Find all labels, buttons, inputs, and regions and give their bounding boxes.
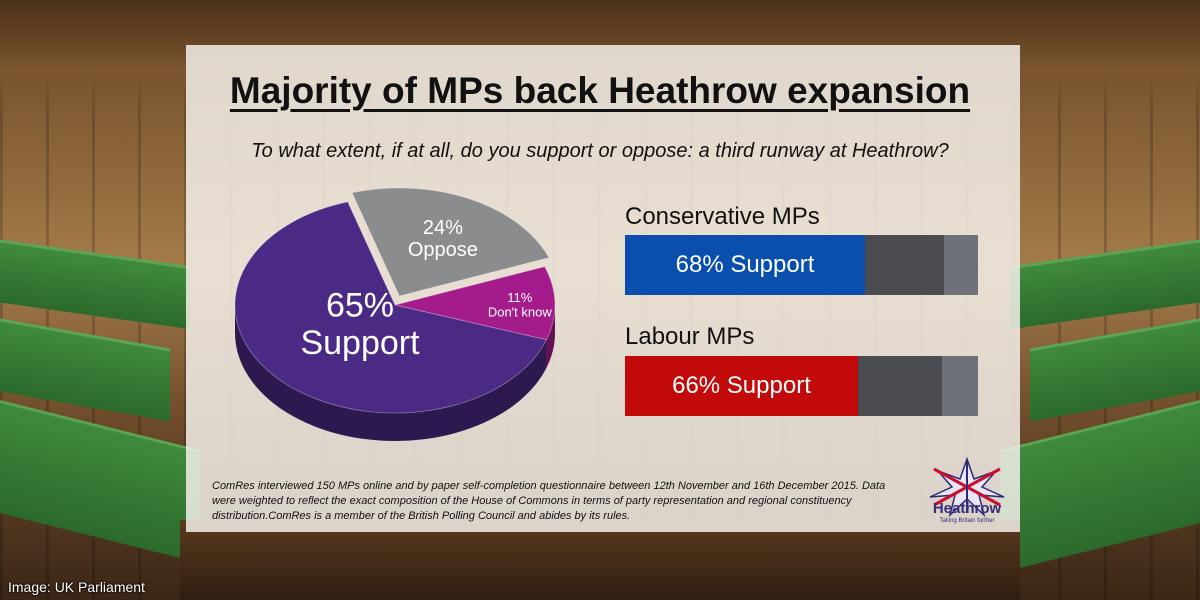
pie-chart: 24%Oppose 11%Don't know 65%Support xyxy=(234,187,556,441)
bar-category-label: Labour MPs xyxy=(625,323,755,350)
heathrow-logo-icon xyxy=(929,456,1005,518)
bar-remainder-segment xyxy=(865,235,945,295)
bar-support-segment xyxy=(625,356,858,416)
logo-tagline: Taking Britain further xyxy=(939,518,995,524)
pie-slice-oppose xyxy=(351,187,550,297)
pie-category-label: Oppose xyxy=(408,239,478,261)
pie-value-label: 11% xyxy=(507,290,532,305)
pie-slice-side xyxy=(546,305,555,368)
pie-slice-don-t-know xyxy=(394,266,556,341)
bar-data-label: 66% Support xyxy=(672,372,811,399)
bar-conservative: 68% Support xyxy=(625,235,978,295)
methodology-footnote: ComRes interviewed 150 MPs online and by… xyxy=(212,480,886,522)
pie-slice-support xyxy=(234,201,548,414)
bar-data-label: 68% Support xyxy=(675,251,815,278)
pie-category-label: Don't know xyxy=(488,305,553,320)
bar-support-segment xyxy=(625,235,866,295)
logo-wordmark: Heathrow xyxy=(932,500,1002,517)
bar-remainder-segment xyxy=(941,356,978,416)
pie-slice-side xyxy=(235,305,547,441)
pie-value-label: 24% xyxy=(423,217,463,239)
chart-subtitle: To what extent, if at all, do you suppor… xyxy=(251,140,949,162)
bar-category-label: Conservative MPs xyxy=(625,203,820,230)
pie-category-label: Support xyxy=(300,324,420,362)
bar-remainder-segment xyxy=(857,356,942,416)
chamber-floor xyxy=(180,520,1020,600)
bar-labour: 66% Support xyxy=(625,356,978,416)
bar-remainder-segment xyxy=(944,235,978,295)
image-credit: Image: UK Parliament xyxy=(8,579,145,595)
chart-title: Majority of MPs back Heathrow expansion xyxy=(229,70,971,111)
pie-value-label: 65% xyxy=(326,287,394,325)
